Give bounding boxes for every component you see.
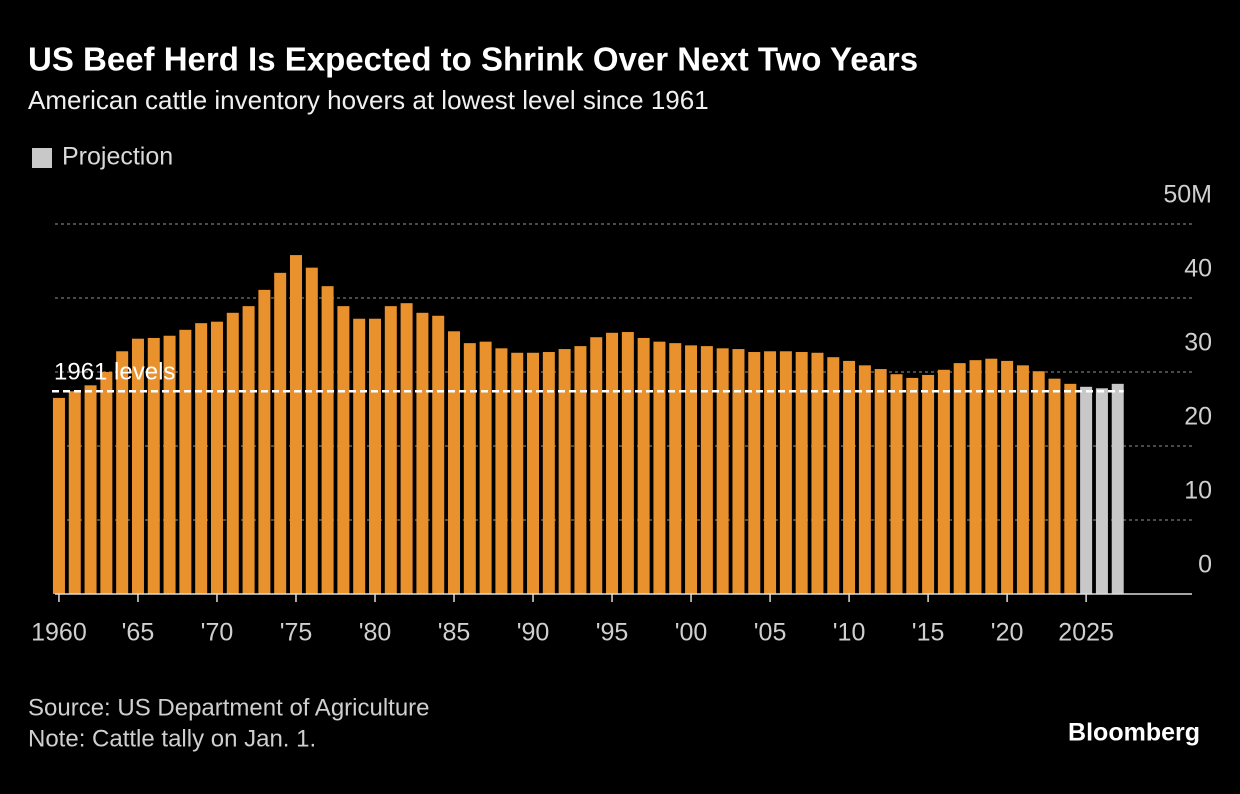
bar (1016, 365, 1029, 594)
bar (163, 335, 176, 594)
x-tick-label: 1960 (31, 619, 87, 647)
bar (1001, 360, 1014, 594)
bar (384, 306, 397, 594)
bar (890, 374, 903, 594)
x-tick-label: '95 (596, 619, 629, 647)
source: Source: US Department of Agriculture (28, 694, 430, 721)
bar (226, 312, 239, 594)
bar (321, 286, 334, 594)
bar (827, 357, 840, 594)
bar (416, 312, 429, 594)
bar (511, 352, 524, 594)
bar (669, 343, 682, 594)
y-tick-label: 10 (1184, 477, 1212, 505)
note: Note: Cattle tally on Jan. 1. (28, 725, 316, 752)
bar (590, 337, 603, 594)
bar (574, 346, 587, 594)
bar (748, 352, 761, 594)
bar (953, 363, 966, 594)
bar (131, 338, 144, 594)
legend-swatch (32, 148, 52, 168)
bar (795, 352, 808, 594)
bar (400, 303, 413, 594)
bar (116, 351, 129, 594)
y-tick-label: 20 (1184, 403, 1212, 431)
bar (353, 318, 366, 594)
bar (432, 315, 445, 594)
x-tick-label: '80 (359, 619, 392, 647)
y-tick-label: 50M (1163, 181, 1212, 209)
bar (732, 349, 745, 594)
x-tick-label: 2025 (1058, 619, 1114, 647)
bar (1095, 388, 1108, 594)
bar (274, 272, 287, 594)
bar (495, 348, 508, 594)
bar (764, 351, 777, 594)
bar (558, 349, 571, 594)
x-tick-label: '15 (912, 619, 945, 647)
bar (100, 372, 113, 594)
bar (463, 343, 476, 594)
x-tick-label: '70 (201, 619, 234, 647)
bar (621, 332, 634, 594)
chart-title: US Beef Herd Is Expected to Shrink Over … (28, 41, 918, 78)
bar (685, 345, 698, 594)
bar (242, 306, 255, 594)
bar (700, 346, 713, 594)
bar (258, 289, 271, 594)
bar (637, 337, 650, 594)
x-tick-label: '05 (754, 619, 787, 647)
bar (874, 369, 887, 594)
bar (858, 365, 871, 594)
reference-label: 1961 levels (54, 359, 175, 386)
bar (906, 377, 919, 594)
bar (84, 385, 97, 594)
x-tick-label: '10 (833, 619, 866, 647)
bar (289, 255, 302, 594)
y-tick-label: 0 (1198, 551, 1212, 579)
chart-subtitle: American cattle inventory hovers at lowe… (28, 85, 709, 115)
x-tick-label: '00 (675, 619, 708, 647)
bar (779, 351, 792, 594)
bar (337, 306, 350, 594)
bar (1111, 383, 1124, 594)
bar (1064, 383, 1077, 594)
bar (479, 341, 492, 594)
x-tick-label: '85 (438, 619, 471, 647)
y-tick-label: 30 (1184, 329, 1212, 357)
bar (969, 360, 982, 594)
bar (305, 267, 318, 594)
bar (843, 360, 856, 594)
bar (606, 332, 619, 594)
x-tick-label: '90 (517, 619, 550, 647)
bar (716, 348, 729, 594)
bar (922, 374, 935, 594)
bar (811, 352, 824, 594)
bar (448, 331, 461, 594)
bar (1048, 378, 1061, 594)
bar (937, 369, 950, 594)
bar (210, 321, 223, 594)
bar (1080, 386, 1093, 594)
bar (1032, 371, 1045, 594)
bar (147, 337, 160, 594)
x-tick-label: '75 (280, 619, 313, 647)
x-tick-label: '65 (122, 619, 155, 647)
y-tick-label: 40 (1184, 255, 1212, 283)
bar (369, 318, 382, 594)
legend-label: Projection (62, 143, 173, 171)
bar (179, 329, 192, 594)
bar (527, 352, 540, 594)
bar (653, 341, 666, 594)
bar (542, 352, 555, 594)
x-tick-label: '20 (991, 619, 1024, 647)
bar (195, 323, 208, 594)
bar (985, 358, 998, 594)
brand: Bloomberg (1068, 719, 1200, 747)
bar (52, 397, 65, 594)
bar (68, 391, 81, 594)
